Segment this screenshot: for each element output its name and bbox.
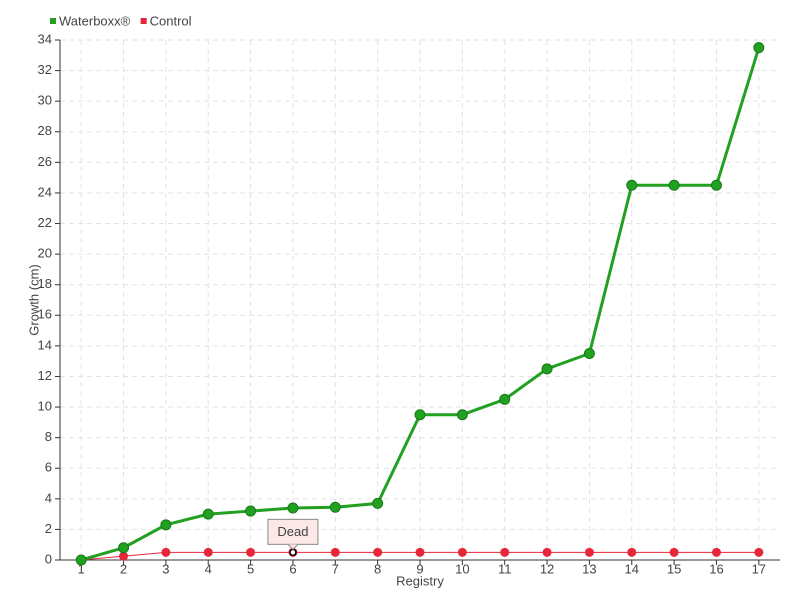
dead-marker	[289, 548, 297, 557]
y-tick-label: 24	[38, 184, 52, 199]
data-point	[245, 505, 257, 517]
y-tick-label: 12	[38, 368, 52, 383]
x-tick-label: 8	[374, 561, 381, 576]
data-point	[669, 547, 679, 557]
y-tick-label: 26	[38, 154, 52, 169]
data-point	[118, 542, 130, 554]
x-tick-label: 2	[120, 561, 127, 576]
data-point	[753, 42, 765, 54]
data-point	[500, 547, 510, 557]
annotation-box	[267, 518, 319, 545]
data-point	[499, 393, 511, 405]
annotation: Dead	[267, 518, 319, 551]
data-point	[626, 179, 638, 191]
data-point	[415, 547, 425, 557]
data-point	[330, 547, 340, 557]
y-tick-label: 32	[38, 62, 52, 77]
y-tick-label: 28	[38, 123, 52, 138]
y-axis-label: Growth (cm)	[26, 264, 41, 336]
data-point	[583, 348, 595, 360]
data-point	[329, 501, 341, 513]
y-tick-label: 8	[45, 429, 52, 444]
data-point	[202, 508, 214, 520]
data-point	[710, 179, 722, 191]
data-point	[414, 409, 426, 421]
x-tick-label: 9	[416, 561, 423, 576]
x-tick-label: 15	[667, 561, 681, 576]
y-tick-label: 34	[38, 31, 52, 46]
y-tick-label: 16	[38, 307, 52, 322]
x-tick-label: 4	[205, 561, 212, 576]
x-tick-label: 11	[498, 561, 512, 576]
x-tick-label: 14	[625, 561, 639, 576]
annotation-pointer	[287, 543, 299, 551]
x-tick-label: 13	[582, 561, 596, 576]
x-tick-label: 12	[540, 561, 554, 576]
data-point	[754, 547, 764, 557]
y-tick-label: 20	[38, 246, 52, 261]
data-point	[457, 547, 467, 557]
data-point	[287, 502, 299, 514]
legend-swatch	[50, 18, 56, 24]
data-point	[542, 547, 552, 557]
x-tick-label: 17	[752, 561, 766, 576]
x-tick-label: 10	[455, 561, 469, 576]
y-tick-label: 18	[38, 276, 52, 291]
x-tick-label: 3	[162, 561, 169, 576]
data-point	[584, 547, 594, 557]
legend-label: Control	[150, 13, 192, 28]
data-point	[119, 551, 129, 561]
data-point	[456, 409, 468, 421]
data-point	[541, 363, 553, 375]
data-point	[161, 547, 171, 557]
legend-swatch	[140, 18, 147, 24]
x-tick-label: 16	[709, 561, 723, 576]
data-point	[373, 547, 383, 557]
x-tick-label: 7	[332, 561, 339, 576]
x-tick-label: 5	[247, 561, 254, 576]
y-tick-label: 4	[45, 490, 52, 505]
y-tick-label: 22	[38, 215, 52, 230]
data-point	[203, 547, 213, 557]
data-point	[711, 547, 721, 557]
x-tick-label: 1	[78, 561, 85, 576]
legend-label: Waterboxx®	[59, 13, 131, 28]
data-point	[160, 519, 172, 531]
x-tick-label: 6	[289, 561, 296, 576]
data-point	[668, 179, 680, 191]
y-tick-label: 2	[45, 521, 52, 536]
y-tick-label: 0	[45, 551, 52, 566]
y-tick-label: 6	[45, 460, 52, 475]
data-point	[246, 547, 256, 557]
annotation-text: Dead	[277, 524, 308, 539]
y-tick-label: 14	[38, 337, 52, 352]
y-tick-label: 30	[38, 93, 52, 108]
y-tick-label: 10	[38, 398, 52, 413]
data-point	[627, 547, 637, 557]
x-axis-label: Registry	[396, 573, 444, 588]
data-point	[75, 554, 87, 566]
data-point	[372, 497, 384, 509]
